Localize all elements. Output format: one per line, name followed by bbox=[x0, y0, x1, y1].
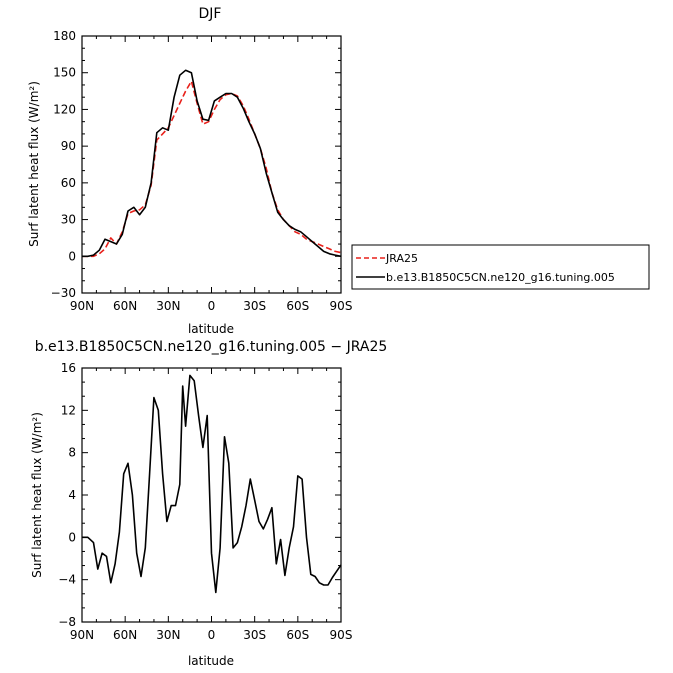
top-title: DJF bbox=[199, 6, 222, 22]
top-y-tick-labels: −30 0 30 60 90 120 150 180 bbox=[51, 29, 76, 300]
legend: JRA25 b.e13.B1850C5CN.ne120_g16.tuning.0… bbox=[351, 244, 650, 290]
bottom-y-tick-label: 16 bbox=[61, 361, 76, 375]
legend-label-model: b.e13.B1850C5CN.ne120_g16.tuning.005 bbox=[386, 271, 615, 284]
top-series-lines bbox=[82, 69, 342, 258]
top-axis-ticks bbox=[81, 35, 342, 294]
top-panel: DJF −30 0 30 60 90 120 150 180 90N 60N 30N 0 30S 60S… bbox=[27, 6, 352, 336]
top-x-tick-label: 90N bbox=[70, 299, 94, 313]
bottom-y-tick-labels: −8 −4 0 4 8 12 16 bbox=[58, 361, 76, 629]
top-x-tick-label: 30N bbox=[156, 299, 180, 313]
top-series-line-1 bbox=[82, 69, 342, 258]
top-y-tick-label: 150 bbox=[53, 66, 76, 80]
bottom-y-tick-label: −4 bbox=[58, 573, 76, 587]
top-y-tick-label: 60 bbox=[61, 176, 76, 190]
top-y-tick-label: 90 bbox=[61, 139, 76, 153]
bottom-y-tick-label: 12 bbox=[61, 403, 76, 417]
top-y-tick-label: 120 bbox=[53, 102, 76, 116]
legend-box bbox=[351, 244, 650, 290]
top-x-tick-label: 60S bbox=[286, 299, 309, 313]
bottom-x-tick-label: 60N bbox=[113, 628, 137, 642]
bottom-y-tick-label: 8 bbox=[68, 446, 76, 460]
top-y-tick-label: 0 bbox=[68, 249, 76, 263]
top-y-tick-label: −30 bbox=[51, 286, 76, 300]
top-y-axis-label: Surf latent heat flux (W/m²) bbox=[27, 81, 41, 247]
bottom-panel: b.e13.B1850C5CN.ne120_g16.tuning.005 − J… bbox=[30, 339, 387, 668]
top-y-tick-label: 30 bbox=[61, 213, 76, 227]
top-x-tick-label: 30S bbox=[243, 299, 266, 313]
bottom-y-axis-label: Surf latent heat flux (W/m²) bbox=[30, 412, 44, 578]
bottom-x-tick-label: 30N bbox=[156, 628, 180, 642]
bottom-x-tick-label: 30S bbox=[243, 628, 266, 642]
bottom-x-tick-label: 90S bbox=[330, 628, 353, 642]
bottom-x-axis-label: latitude bbox=[188, 654, 234, 668]
bottom-x-tick-labels: 90N 60N 30N 0 30S 60S 90S bbox=[70, 628, 353, 642]
bottom-x-tick-label: 60S bbox=[286, 628, 309, 642]
top-x-tick-label: 0 bbox=[208, 299, 216, 313]
bottom-title: b.e13.B1850C5CN.ne120_g16.tuning.005 − J… bbox=[35, 339, 388, 355]
top-x-tick-label: 90S bbox=[330, 299, 353, 313]
bottom-x-tick-label: 0 bbox=[208, 628, 216, 642]
bottom-y-tick-label: −8 bbox=[58, 615, 76, 629]
bottom-x-tick-label: 90N bbox=[70, 628, 94, 642]
top-plot-frame bbox=[81, 35, 342, 294]
bottom-axis-ticks bbox=[81, 367, 342, 623]
top-x-tick-labels: 90N 60N 30N 0 30S 60S 90S bbox=[70, 299, 353, 313]
bottom-plot-frame bbox=[81, 367, 342, 623]
top-y-tick-label: 180 bbox=[53, 29, 76, 43]
bottom-y-tick-label: 4 bbox=[68, 488, 76, 502]
top-x-axis-label: latitude bbox=[188, 322, 234, 336]
top-series-line-0 bbox=[82, 80, 342, 258]
legend-label-jra25: JRA25 bbox=[385, 252, 418, 265]
top-x-tick-label: 60N bbox=[113, 299, 137, 313]
bottom-series-line-0 bbox=[82, 374, 342, 594]
bottom-series-lines bbox=[82, 374, 342, 594]
bottom-y-tick-label: 0 bbox=[68, 530, 76, 544]
